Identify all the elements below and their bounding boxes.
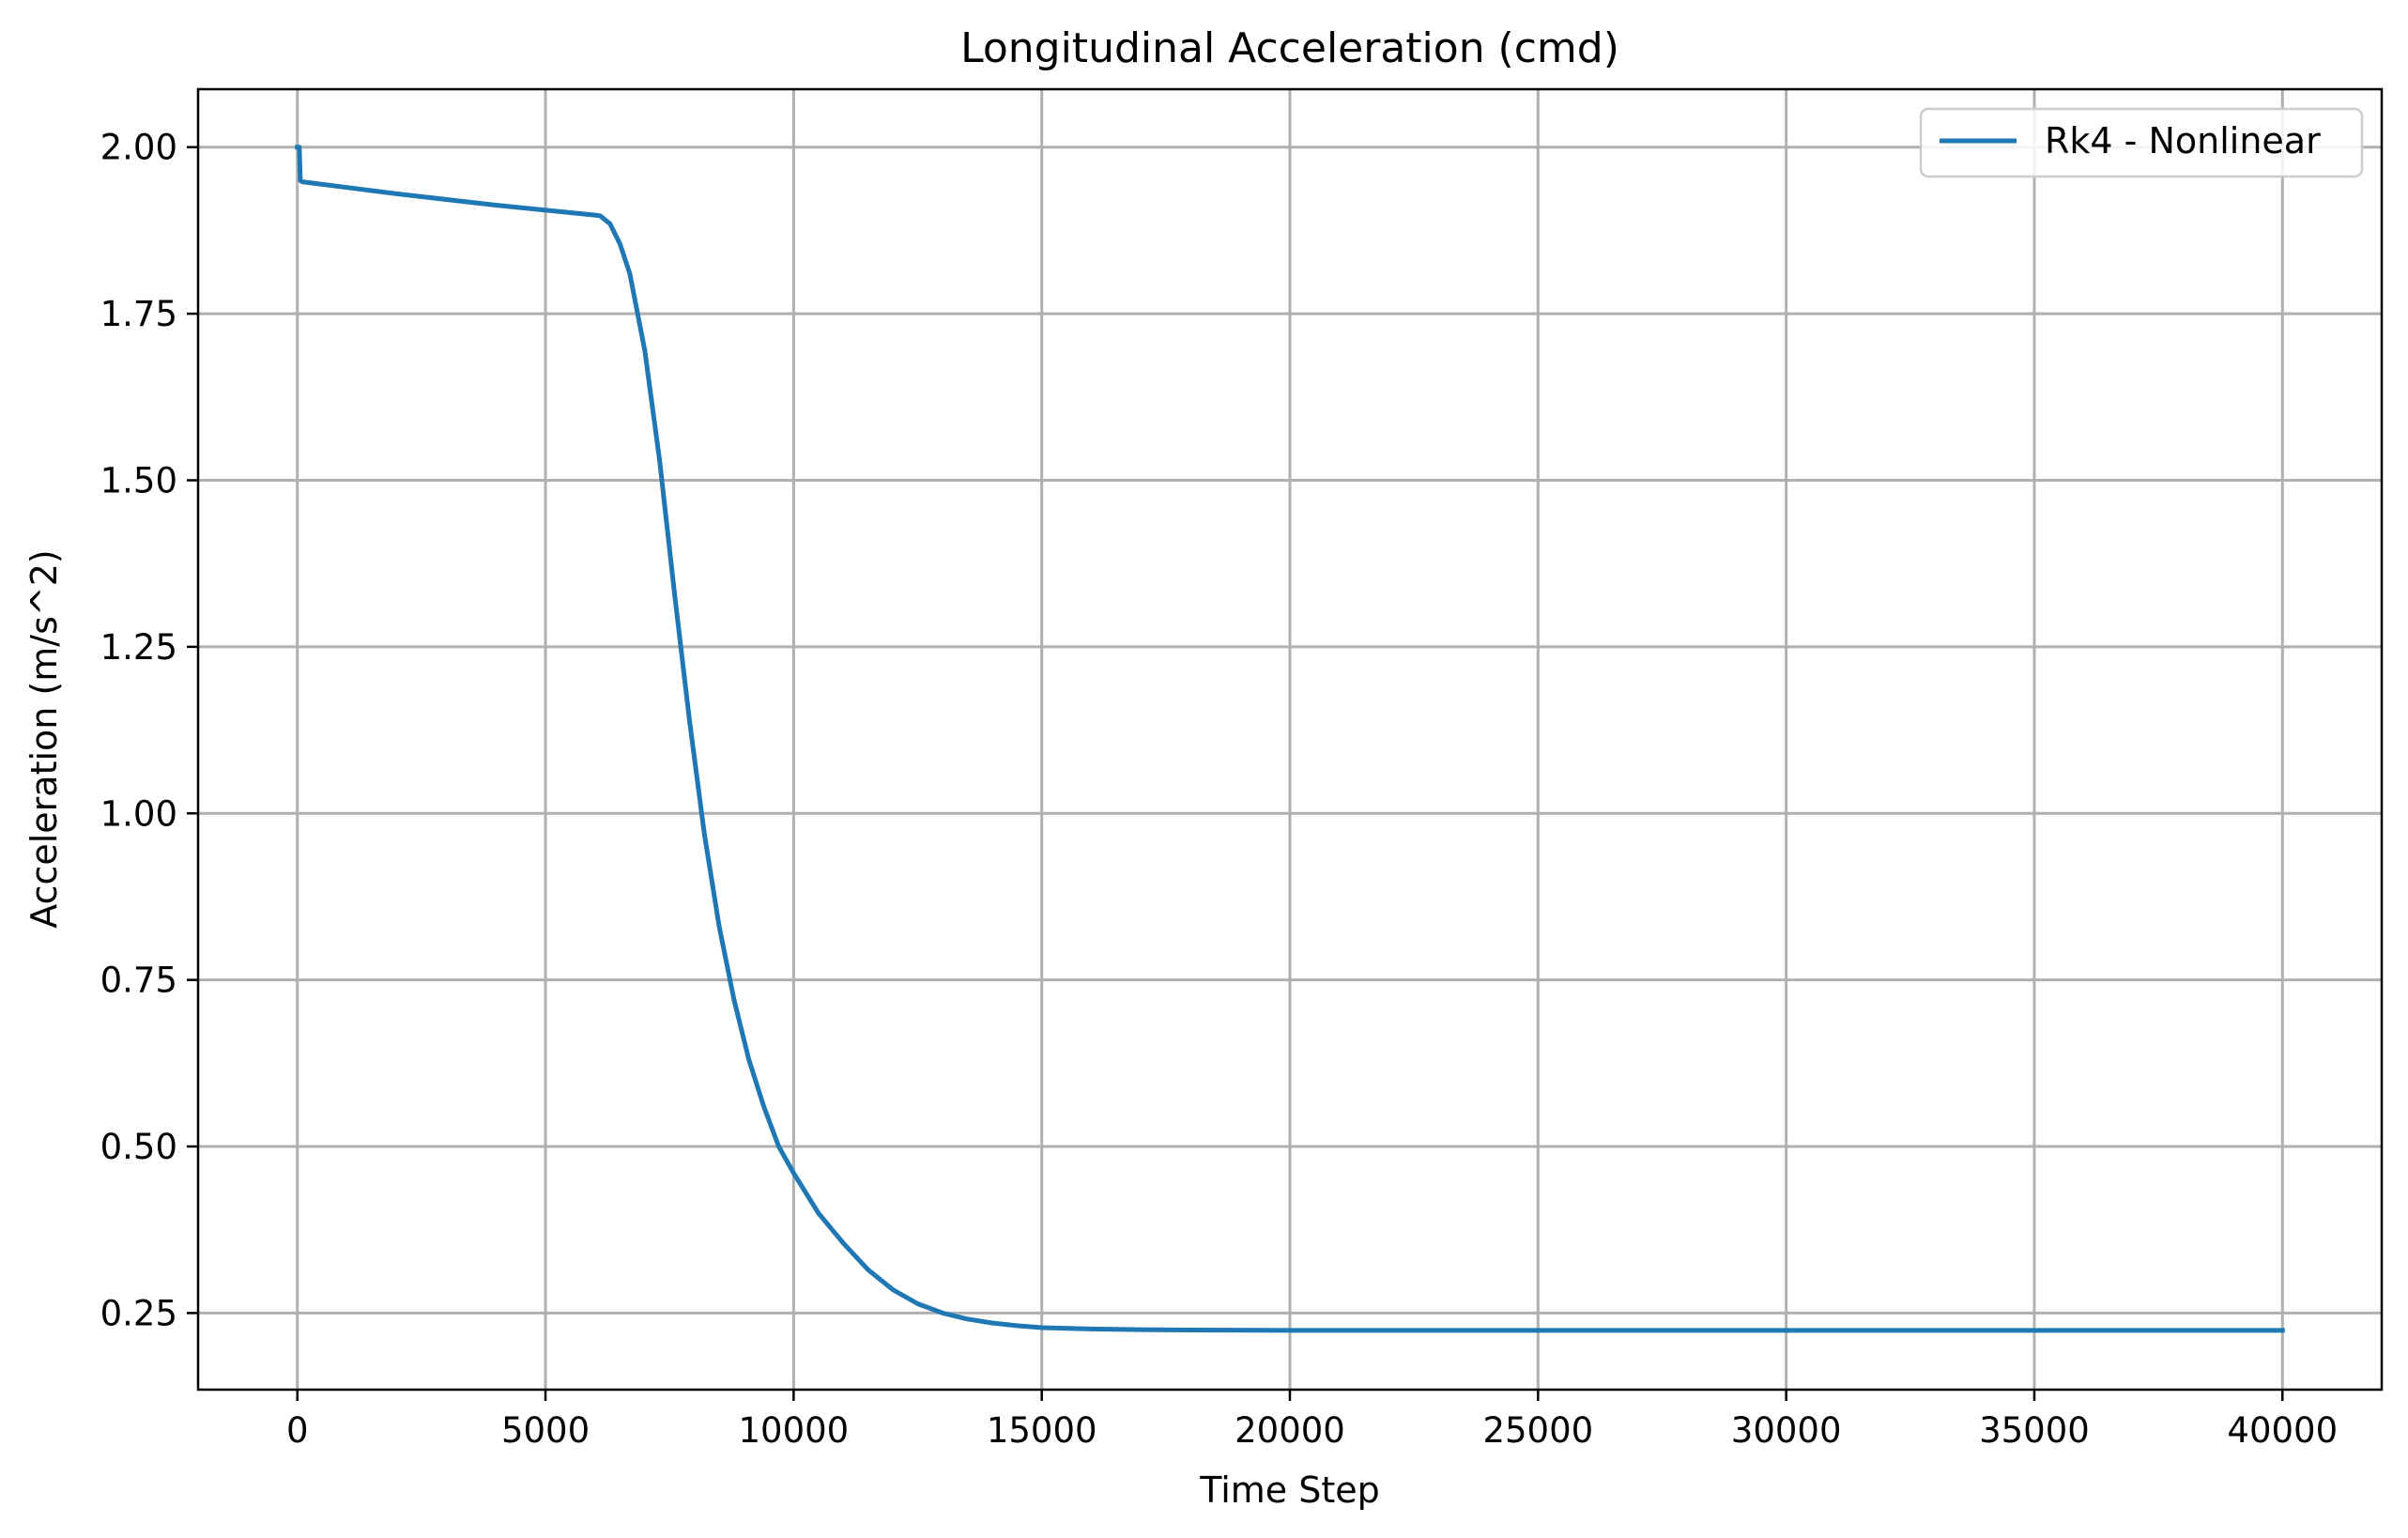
x-axis-ticks: 0 5000 10000 15000 20000 25000 30000 35000 40000 <box>286 1390 2338 1451</box>
y-tick-label: 0.75 <box>100 961 177 1001</box>
x-tick-label: 5000 <box>501 1410 590 1451</box>
legend-label-rk4: Rk4 - Nonlinear <box>2045 120 2321 161</box>
x-tick-label: 10000 <box>739 1410 850 1451</box>
legend-box <box>1919 107 2364 178</box>
grid-lines <box>198 89 2382 1390</box>
x-tick-label: 15000 <box>987 1410 1097 1451</box>
y-tick-label: 1.00 <box>100 793 177 834</box>
x-tick-label: 30000 <box>1731 1410 1842 1451</box>
x-tick-label: 20000 <box>1235 1410 1345 1451</box>
y-tick-label: 0.50 <box>100 1127 177 1167</box>
y-tick-label: 2.00 <box>100 128 177 168</box>
y-tick-label: 1.75 <box>100 294 177 334</box>
x-tick-label: 35000 <box>1979 1410 2090 1451</box>
y-tick-label: 1.25 <box>100 627 177 668</box>
series-layer <box>295 145 2285 1333</box>
chart-title: Longitudinal Acceleration (cmd) <box>960 24 1619 72</box>
series-line-0 <box>295 145 2285 1333</box>
y-tick-label: 0.25 <box>100 1293 177 1333</box>
x-tick-label: 0 <box>286 1410 309 1451</box>
x-axis-label: Time Step <box>1199 1469 1380 1511</box>
x-tick-label: 40000 <box>2227 1410 2338 1451</box>
y-axis-label: Acceleration (m/s^2) <box>23 549 65 929</box>
y-axis-ticks: 0.25 0.50 0.75 1.00 1.25 1.50 1.75 2.00 <box>100 128 198 1333</box>
x-tick-label: 25000 <box>1482 1410 1593 1451</box>
legend: Rk4 - Nonlinear <box>1919 107 2364 178</box>
y-tick-label: 1.50 <box>100 460 177 500</box>
